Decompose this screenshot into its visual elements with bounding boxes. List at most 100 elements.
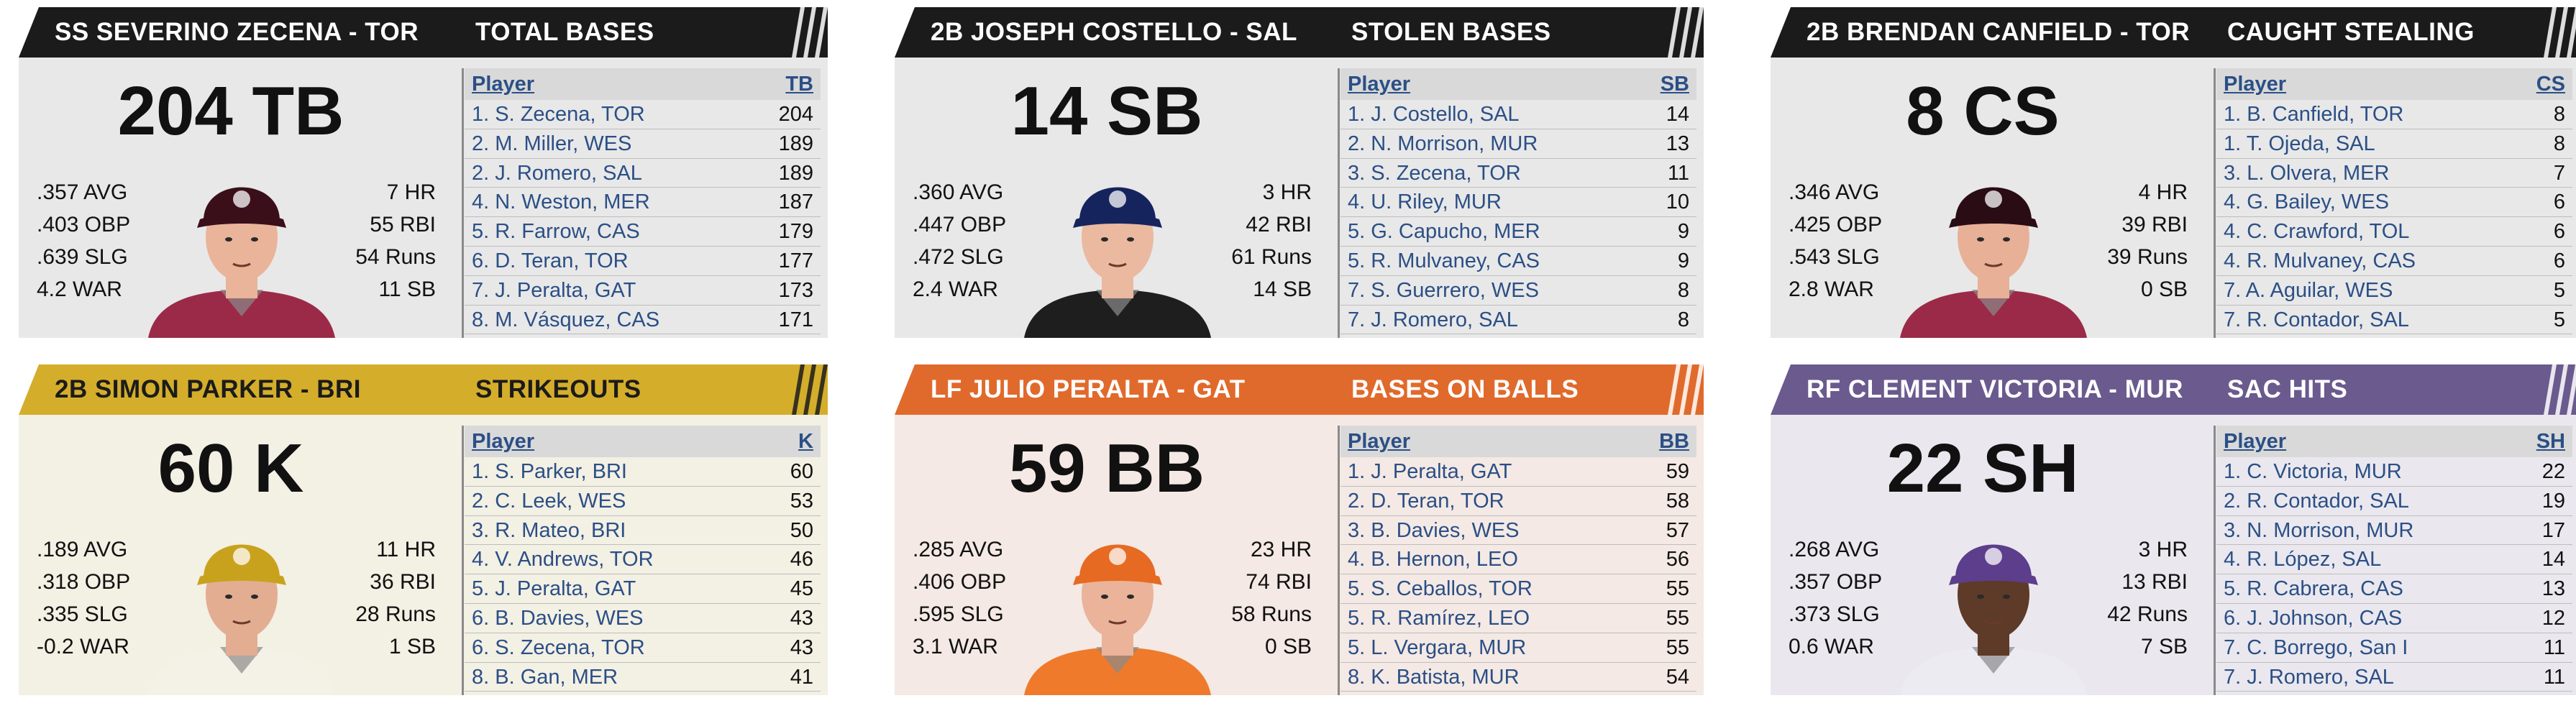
player-column-header[interactable]: Player	[472, 73, 535, 96]
table-row[interactable]: 7. J. Romero, SAL 8	[1340, 306, 1696, 335]
featured-player-name[interactable]: 2B SIMON PARKER - BRI	[55, 375, 361, 403]
leader-player-link[interactable]: 1. J. Peralta, GAT	[1348, 460, 1512, 483]
table-row[interactable]: 3. B. Davies, WES 57	[1340, 516, 1696, 546]
table-row[interactable]: 5. R. Cabrera, CAS 13	[2216, 574, 2572, 604]
leader-player-link[interactable]: 4. N. Weston, MER	[472, 191, 650, 214]
table-row[interactable]: 5. G. Capucho, MER 9	[1340, 217, 1696, 247]
table-row[interactable]: 4. C. Crawford, TOL 6	[2216, 217, 2572, 247]
player-column-header[interactable]: Player	[1348, 73, 1411, 96]
table-row[interactable]: 2. R. Contador, SAL 19	[2216, 487, 2572, 516]
stat-column-header[interactable]: BB	[1659, 430, 1689, 453]
table-row[interactable]: 4. N. Weston, MER 187	[465, 188, 821, 218]
stat-column-header[interactable]: SB	[1660, 73, 1689, 96]
table-row[interactable]: 4. G. Bailey, WES 6	[2216, 188, 2572, 218]
stat-column-header[interactable]: TB	[785, 73, 813, 96]
table-row[interactable]: 8. B. Gan, MER 41	[465, 663, 821, 692]
table-row[interactable]: 4. U. Riley, MUR 10	[1340, 188, 1696, 218]
leader-player-link[interactable]: 8. B. Gan, MER	[472, 665, 618, 689]
table-row[interactable]: 1. S. Zecena, TOR 204	[465, 100, 821, 129]
table-row[interactable]: 3. N. Morrison, MUR 17	[2216, 516, 2572, 546]
table-row[interactable]: 4. V. Andrews, TOR 46	[465, 545, 821, 575]
leader-player-link[interactable]: 4. C. Crawford, TOL	[2224, 220, 2410, 244]
leader-player-link[interactable]: 1. S. Parker, BRI	[472, 460, 627, 483]
table-row[interactable]: 4. R. Mulvaney, CAS 6	[2216, 247, 2572, 276]
table-row[interactable]: 2. M. Miller, WES 189	[465, 129, 821, 159]
leader-player-link[interactable]: 5. R. Ramírez, LEO	[1348, 606, 1530, 630]
featured-player-name[interactable]: 2B JOSEPH COSTELLO - SAL	[931, 18, 1297, 46]
leader-player-link[interactable]: 7. A. Aguilar, WES	[2224, 278, 2393, 302]
table-row[interactable]: 1. S. Parker, BRI 60	[465, 457, 821, 487]
leader-player-link[interactable]: 3. B. Davies, WES	[1348, 518, 1520, 542]
featured-player-name[interactable]: 2B BRENDAN CANFIELD - TOR	[1807, 18, 2190, 46]
table-row[interactable]: 6. B. Davies, WES 43	[465, 604, 821, 633]
leader-player-link[interactable]: 5. R. Farrow, CAS	[472, 220, 640, 244]
leader-player-link[interactable]: 7. J. Romero, SAL	[2224, 665, 2394, 689]
table-row[interactable]: 4. B. Hernon, LEO 56	[1340, 545, 1696, 575]
table-row[interactable]: 5. R. Ramírez, LEO 55	[1340, 604, 1696, 633]
player-portrait[interactable]	[1886, 519, 2101, 695]
table-row[interactable]: 4. R. López, SAL 14	[2216, 545, 2572, 575]
table-row[interactable]: 3. R. Mateo, BRI 50	[465, 516, 821, 546]
table-row[interactable]: 2. J. Romero, SAL 189	[465, 159, 821, 188]
leader-player-link[interactable]: 2. J. Romero, SAL	[472, 161, 642, 185]
player-portrait[interactable]	[134, 519, 350, 695]
table-row[interactable]: 1. J. Costello, SAL 14	[1340, 100, 1696, 129]
leader-player-link[interactable]: 5. G. Capucho, MER	[1348, 220, 1540, 244]
table-row[interactable]: 5. J. Peralta, GAT 45	[465, 574, 821, 604]
stat-column-header[interactable]: CS	[2536, 73, 2565, 96]
leader-player-link[interactable]: 6. D. Teran, TOR	[472, 249, 629, 272]
leader-player-link[interactable]: 8. M. Vásquez, CAS	[472, 308, 660, 331]
table-row[interactable]: 2. N. Morrison, MUR 13	[1340, 129, 1696, 159]
stat-column-header[interactable]: SH	[2536, 430, 2565, 453]
leader-player-link[interactable]: 1. J. Costello, SAL	[1348, 103, 1520, 126]
leader-player-link[interactable]: 2. D. Teran, TOR	[1348, 489, 1504, 513]
leader-player-link[interactable]: 5. R. Cabrera, CAS	[2224, 577, 2403, 601]
leader-player-link[interactable]: 5. S. Ceballos, TOR	[1348, 577, 1533, 601]
leader-player-link[interactable]: 6. J. Johnson, CAS	[2224, 606, 2403, 630]
leader-player-link[interactable]: 4. V. Andrews, TOR	[472, 548, 654, 572]
featured-player-name[interactable]: RF CLEMENT VICTORIA - MUR	[1807, 375, 2183, 403]
table-row[interactable]: 2. C. Leek, WES 53	[465, 487, 821, 516]
leader-player-link[interactable]: 2. R. Contador, SAL	[2224, 489, 2409, 513]
leader-player-link[interactable]: 7. J. Peralta, GAT	[472, 278, 636, 302]
leader-player-link[interactable]: 7. S. Guerrero, WES	[1348, 278, 1539, 302]
leader-player-link[interactable]: 6. B. Davies, WES	[472, 606, 644, 630]
leader-player-link[interactable]: 2. C. Leek, WES	[472, 489, 626, 513]
player-column-header[interactable]: Player	[2224, 430, 2287, 453]
leader-player-link[interactable]: 3. R. Mateo, BRI	[472, 518, 626, 542]
leader-player-link[interactable]: 3. S. Zecena, TOR	[1348, 161, 1521, 185]
leader-player-link[interactable]: 7. J. Romero, SAL	[1348, 308, 1518, 331]
table-row[interactable]: 8. M. Vásquez, CAS 171	[465, 306, 821, 335]
table-row[interactable]: 7. R. Contador, SAL 5	[2216, 306, 2572, 335]
table-row[interactable]: 7. J. Peralta, GAT 173	[465, 276, 821, 306]
player-column-header[interactable]: Player	[1348, 430, 1411, 453]
player-portrait[interactable]	[1010, 519, 1225, 695]
table-row[interactable]: 5. R. Farrow, CAS 179	[465, 217, 821, 247]
player-portrait[interactable]	[134, 162, 350, 338]
table-row[interactable]: 1. B. Canfield, TOR 8	[2216, 100, 2572, 129]
table-row[interactable]: 1. T. Ojeda, SAL 8	[2216, 129, 2572, 159]
table-row[interactable]: 7. J. Romero, SAL 11	[2216, 663, 2572, 692]
leader-player-link[interactable]: 3. N. Morrison, MUR	[2224, 518, 2414, 542]
table-row[interactable]: 5. R. Mulvaney, CAS 9	[1340, 247, 1696, 276]
table-row[interactable]: 3. L. Olvera, MER 7	[2216, 159, 2572, 188]
table-row[interactable]: 5. L. Vergara, MUR 55	[1340, 633, 1696, 663]
leader-player-link[interactable]: 5. R. Mulvaney, CAS	[1348, 249, 1540, 272]
leader-player-link[interactable]: 6. S. Zecena, TOR	[472, 635, 645, 659]
leader-player-link[interactable]: 1. C. Victoria, MUR	[2224, 460, 2402, 483]
featured-player-name[interactable]: SS SEVERINO ZECENA - TOR	[55, 18, 419, 46]
leader-player-link[interactable]: 4. R. López, SAL	[2224, 548, 2382, 572]
table-row[interactable]: 6. J. Johnson, CAS 12	[2216, 604, 2572, 633]
player-portrait[interactable]	[1886, 162, 2101, 338]
leader-player-link[interactable]: 8. K. Batista, MUR	[1348, 665, 1520, 689]
table-row[interactable]: 6. S. Zecena, TOR 43	[465, 633, 821, 663]
table-row[interactable]: 7. C. Borrego, San I 11	[2216, 633, 2572, 663]
leader-player-link[interactable]: 5. J. Peralta, GAT	[472, 577, 636, 601]
table-row[interactable]: 6. D. Teran, TOR 177	[465, 247, 821, 276]
leader-player-link[interactable]: 4. G. Bailey, WES	[2224, 191, 2389, 214]
stat-column-header[interactable]: K	[798, 430, 813, 453]
leader-player-link[interactable]: 4. U. Riley, MUR	[1348, 191, 1502, 214]
player-portrait[interactable]	[1010, 162, 1225, 338]
leader-player-link[interactable]: 1. S. Zecena, TOR	[472, 103, 645, 126]
featured-player-name[interactable]: LF JULIO PERALTA - GAT	[931, 375, 1246, 403]
